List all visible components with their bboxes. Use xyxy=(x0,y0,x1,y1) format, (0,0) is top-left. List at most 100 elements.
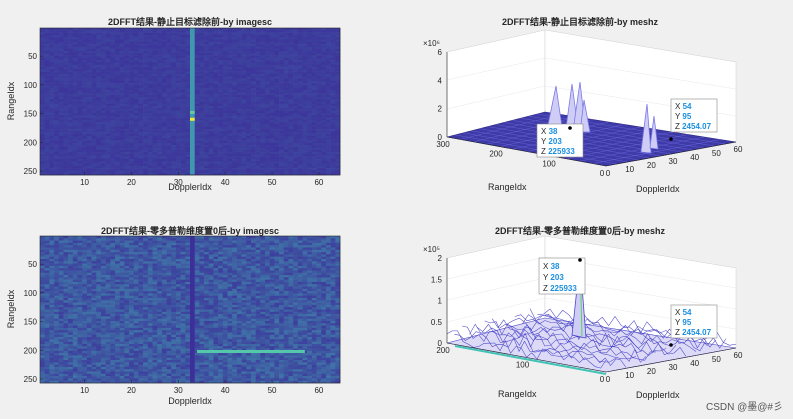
heatmap-cell xyxy=(236,96,242,100)
heatmap-cell xyxy=(274,92,280,95)
heatmap-cell xyxy=(91,172,97,176)
heatmap-cell xyxy=(44,238,50,241)
heatmap-cell xyxy=(40,138,45,141)
heatmap-cell xyxy=(91,32,97,36)
heatmap-cell xyxy=(236,94,242,98)
heatmap-cell xyxy=(180,163,186,167)
heatmap-cell xyxy=(105,101,111,105)
heatmap-cell xyxy=(54,115,60,118)
heatmap-cell xyxy=(77,32,83,36)
heatmap-cell xyxy=(77,50,83,54)
heatmap-cell xyxy=(115,99,120,102)
heatmap-cell xyxy=(274,124,280,128)
heatmap-cell xyxy=(250,41,256,45)
heatmap-cell xyxy=(325,62,331,66)
heatmap-cell xyxy=(119,254,125,257)
heatmap-cell xyxy=(218,117,224,121)
heatmap-cell xyxy=(250,247,256,251)
heatmap-cell xyxy=(152,247,158,251)
heatmap-cell xyxy=(274,112,280,116)
heatmap-cell xyxy=(161,112,167,116)
heatmap-cell xyxy=(49,256,55,260)
heatmap-cell xyxy=(44,256,50,260)
heatmap-cell xyxy=(269,117,275,121)
heatmap-cell xyxy=(49,263,55,267)
heatmap-cell xyxy=(68,240,74,244)
heatmap-cell xyxy=(250,122,256,125)
heatmap-cell xyxy=(325,158,331,162)
heatmap-cell xyxy=(54,138,60,141)
heatmap-cell xyxy=(321,236,327,239)
heatmap-cell xyxy=(77,161,83,164)
heatmap-cell xyxy=(110,140,116,144)
heatmap-cell xyxy=(105,138,111,141)
heatmap-cell xyxy=(96,133,102,137)
heatmap-cell xyxy=(161,129,167,132)
heatmap-cell xyxy=(236,67,242,70)
heatmap-cell xyxy=(260,69,266,72)
heatmap-cell xyxy=(91,50,97,54)
heatmap-cell xyxy=(194,101,200,105)
heatmap-cell xyxy=(157,117,163,121)
heatmap-cell xyxy=(246,172,252,176)
heatmap-cell xyxy=(213,252,219,255)
heatmap-cell xyxy=(63,236,69,239)
heatmap-cell xyxy=(204,252,210,255)
heatmap-cell xyxy=(129,147,135,151)
heatmap-cell xyxy=(335,83,341,86)
heatmap-cell xyxy=(325,240,331,244)
heatmap-cell xyxy=(143,32,149,36)
heatmap-cell xyxy=(100,126,106,130)
heatmap-cell xyxy=(100,131,106,134)
heatmap-cell xyxy=(44,152,50,155)
heatmap-cell xyxy=(119,147,125,151)
heatmap-cell xyxy=(232,83,238,86)
heatmap-cell xyxy=(72,85,78,89)
heatmap-cell xyxy=(147,119,153,123)
heatmap-cell xyxy=(283,124,289,128)
heatmap-cell xyxy=(241,83,247,86)
heatmap-cell xyxy=(124,170,130,174)
heatmap-cell xyxy=(115,261,120,264)
heatmap-cell xyxy=(115,265,120,269)
heatmap-cell xyxy=(307,119,313,123)
heatmap-cell xyxy=(161,96,167,100)
y-tick-label: 50 xyxy=(28,52,37,61)
heatmap-cell xyxy=(283,170,289,174)
heatmap-cell xyxy=(133,170,139,174)
heatmap-cell xyxy=(133,108,139,111)
heatmap-cell xyxy=(49,64,55,68)
heatmap-cell xyxy=(302,124,308,128)
heatmap-cell xyxy=(91,80,97,84)
heatmap-cell xyxy=(283,30,289,33)
heatmap-cell xyxy=(325,126,331,130)
heatmap-cell xyxy=(260,135,266,139)
heatmap-cell xyxy=(241,247,247,251)
heatmap-cell xyxy=(279,245,285,248)
heatmap-cell xyxy=(166,140,172,144)
heatmap-cell xyxy=(260,37,266,40)
heatmap-cell xyxy=(96,119,102,123)
heatmap-cell xyxy=(293,119,299,123)
heatmap-cell xyxy=(260,53,266,56)
heatmap-cell xyxy=(86,249,92,253)
heatmap-cell xyxy=(279,263,285,267)
heatmap-cell xyxy=(91,55,97,59)
heatmap-cell xyxy=(269,154,275,157)
heatmap-cell xyxy=(297,78,303,82)
heatmap-cell xyxy=(86,34,92,38)
heatmap-cell xyxy=(255,69,261,72)
heatmap-cell xyxy=(236,252,242,255)
heatmap-cell xyxy=(40,163,45,167)
heatmap-cell xyxy=(100,34,106,38)
heatmap-cell xyxy=(255,62,261,66)
heatmap-cell xyxy=(199,85,205,89)
heatmap-cell xyxy=(49,30,55,33)
heatmap-cell xyxy=(124,46,130,49)
heatmap-cell xyxy=(175,156,181,160)
heatmap-cell xyxy=(218,55,224,59)
heatmap-cell xyxy=(49,115,55,118)
heatmap-cell xyxy=(44,106,50,109)
